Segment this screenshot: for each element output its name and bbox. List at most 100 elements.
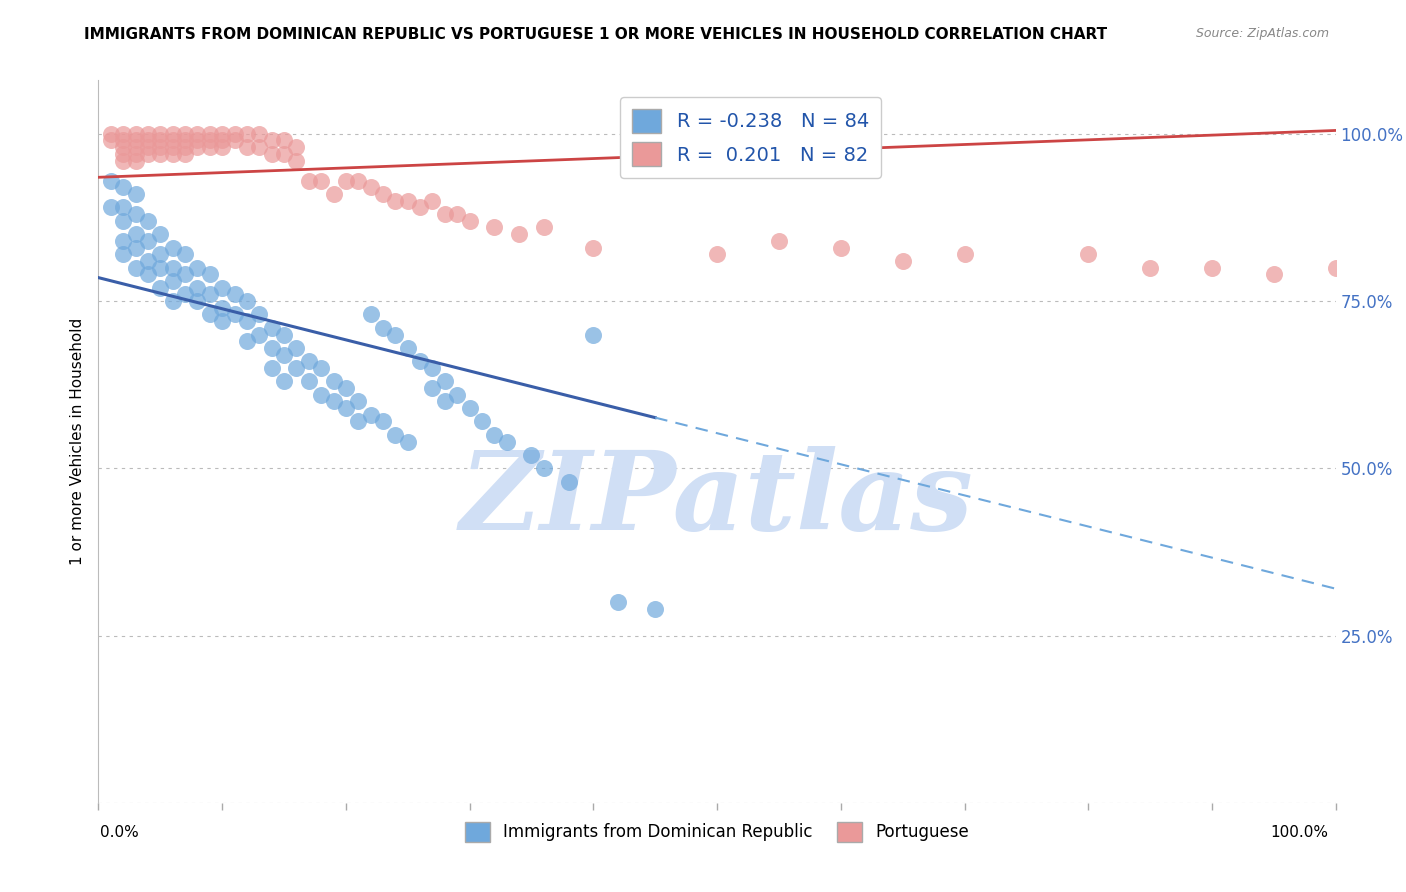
Point: [422, 381, 444, 395]
Point: [236, 314, 259, 328]
Point: [174, 287, 197, 301]
Point: [236, 334, 259, 349]
Point: [136, 254, 159, 268]
Point: [1324, 260, 1347, 275]
Point: [260, 134, 283, 148]
Point: [384, 327, 406, 342]
Point: [174, 247, 197, 261]
Point: [112, 153, 135, 168]
Point: [112, 201, 135, 215]
Point: [260, 321, 283, 335]
Point: [706, 247, 728, 261]
Point: [174, 140, 197, 154]
Point: [409, 354, 432, 368]
Point: [273, 348, 295, 362]
Point: [112, 134, 135, 148]
Point: [162, 134, 184, 148]
Point: [149, 127, 172, 141]
Point: [112, 180, 135, 194]
Point: [396, 341, 419, 355]
Point: [422, 194, 444, 208]
Point: [298, 354, 321, 368]
Point: [124, 153, 146, 168]
Point: [124, 140, 146, 154]
Point: [149, 147, 172, 161]
Point: [100, 173, 122, 188]
Point: [224, 287, 246, 301]
Text: 0.0%: 0.0%: [100, 825, 139, 839]
Point: [335, 381, 357, 395]
Point: [100, 201, 122, 215]
Point: [211, 314, 233, 328]
Point: [149, 227, 172, 242]
Point: [124, 227, 146, 242]
Point: [458, 214, 481, 228]
Point: [260, 147, 283, 161]
Point: [285, 140, 308, 154]
Point: [211, 134, 233, 148]
Point: [335, 173, 357, 188]
Point: [533, 461, 555, 475]
Point: [198, 268, 221, 282]
Point: [384, 427, 406, 442]
Point: [236, 127, 259, 141]
Text: ZIPatlas: ZIPatlas: [460, 446, 974, 553]
Point: [186, 140, 208, 154]
Point: [360, 307, 382, 322]
Point: [236, 294, 259, 309]
Point: [422, 361, 444, 376]
Point: [433, 375, 456, 389]
Point: [198, 127, 221, 141]
Point: [112, 147, 135, 161]
Point: [211, 140, 233, 154]
Point: [124, 134, 146, 148]
Point: [582, 241, 605, 255]
Point: [162, 241, 184, 255]
Point: [162, 127, 184, 141]
Point: [607, 595, 630, 609]
Point: [149, 134, 172, 148]
Point: [112, 247, 135, 261]
Point: [273, 134, 295, 148]
Point: [508, 227, 530, 242]
Point: [371, 187, 394, 202]
Point: [458, 401, 481, 416]
Point: [149, 247, 172, 261]
Point: [124, 187, 146, 202]
Point: [322, 187, 344, 202]
Legend: Immigrants from Dominican Republic, Portuguese: Immigrants from Dominican Republic, Port…: [458, 815, 976, 848]
Point: [520, 448, 543, 462]
Point: [247, 127, 270, 141]
Point: [309, 387, 332, 401]
Point: [136, 214, 159, 228]
Point: [533, 220, 555, 235]
Point: [198, 134, 221, 148]
Point: [484, 220, 506, 235]
Point: [495, 434, 517, 449]
Point: [136, 127, 159, 141]
Point: [644, 602, 666, 616]
Point: [433, 207, 456, 221]
Point: [247, 140, 270, 154]
Point: [830, 241, 852, 255]
Point: [100, 127, 122, 141]
Point: [247, 327, 270, 342]
Point: [186, 134, 208, 148]
Point: [360, 408, 382, 422]
Point: [322, 375, 344, 389]
Point: [224, 307, 246, 322]
Point: [174, 268, 197, 282]
Point: [149, 260, 172, 275]
Point: [409, 201, 432, 215]
Point: [396, 194, 419, 208]
Point: [136, 140, 159, 154]
Point: [347, 173, 370, 188]
Point: [224, 127, 246, 141]
Point: [298, 375, 321, 389]
Point: [124, 127, 146, 141]
Point: [174, 147, 197, 161]
Point: [136, 268, 159, 282]
Point: [211, 281, 233, 295]
Point: [1201, 260, 1223, 275]
Point: [484, 427, 506, 442]
